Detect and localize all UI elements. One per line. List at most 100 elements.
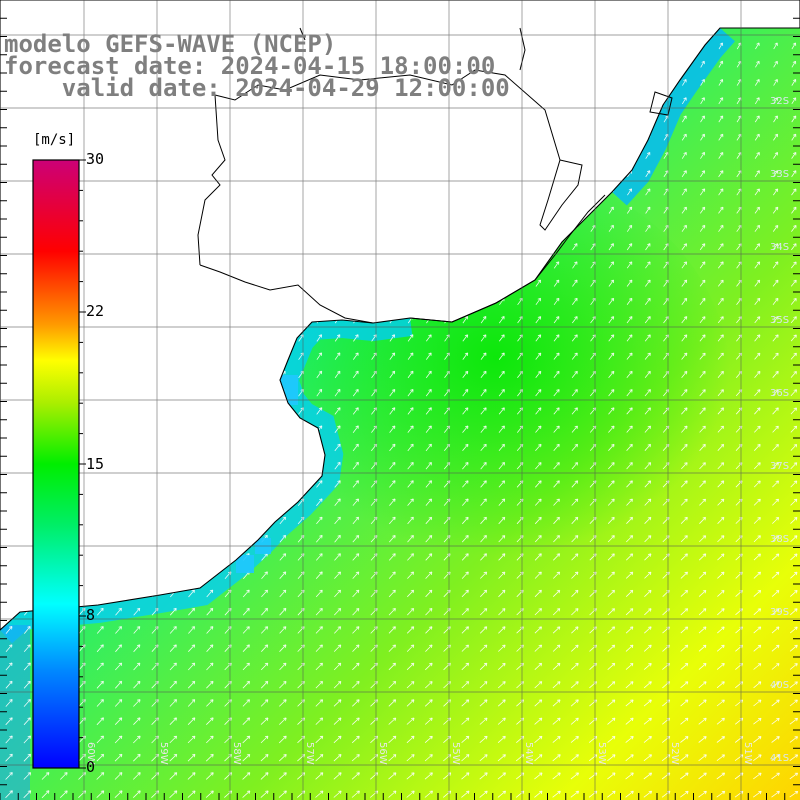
wind-arrow xyxy=(570,717,579,725)
wind-arrow xyxy=(717,590,725,597)
wind-arrow xyxy=(425,553,433,561)
wind-arrow xyxy=(570,736,579,743)
wind-arrow xyxy=(497,772,506,780)
wind-arrow xyxy=(790,553,798,561)
wind-arrow xyxy=(351,772,360,780)
wind-arrow xyxy=(553,498,560,506)
wind-arrow xyxy=(681,279,688,287)
wind-arrow xyxy=(534,571,542,579)
wind-arrow xyxy=(607,498,615,506)
wind-arrow xyxy=(571,297,578,306)
colorbar-tick-label: 30 xyxy=(86,150,105,168)
wind-arrow xyxy=(734,772,744,780)
wind-arrow xyxy=(753,590,762,597)
wind-arrow xyxy=(260,790,269,798)
wind-arrow xyxy=(461,535,469,543)
wind-arrow xyxy=(388,553,396,561)
wind-arrow xyxy=(625,644,634,652)
wind-arrow xyxy=(608,407,615,415)
wind-arrow xyxy=(680,772,689,780)
wind-arrow xyxy=(479,608,488,616)
wind-arrow xyxy=(699,516,706,524)
wind-arrow xyxy=(570,790,580,798)
wind-arrow xyxy=(718,42,724,50)
wind-arrow xyxy=(644,279,651,287)
wind-arrow xyxy=(643,699,652,707)
wind-arrow xyxy=(644,425,651,433)
wind-arrow xyxy=(681,370,688,378)
wind-arrow xyxy=(497,681,506,689)
wind-arrow xyxy=(791,133,797,141)
wind-arrow xyxy=(479,772,488,780)
wind-arrow xyxy=(279,607,287,616)
wind-arrow xyxy=(497,699,506,707)
wind-arrow xyxy=(535,352,542,360)
wind-arrow xyxy=(187,790,196,798)
wind-arrow xyxy=(571,316,578,324)
wind-arrow xyxy=(169,699,177,707)
wind-arrow xyxy=(461,589,469,598)
wind-arrow xyxy=(389,389,396,397)
wind-arrow xyxy=(133,717,141,725)
wind-arrow xyxy=(206,607,214,616)
wind-arrow xyxy=(498,334,505,342)
wind-arrow xyxy=(59,790,68,798)
wind-arrow xyxy=(790,425,798,433)
wind-arrow xyxy=(771,681,780,689)
wind-arrow xyxy=(279,699,287,707)
wind-arrow xyxy=(699,407,706,415)
wind-arrow xyxy=(388,571,396,579)
wind-arrow xyxy=(498,589,506,598)
wind-arrow xyxy=(553,462,560,470)
wind-arrow xyxy=(753,480,761,488)
wind-arrow xyxy=(534,790,543,798)
wind-arrow xyxy=(681,243,687,251)
wind-arrow xyxy=(607,644,616,652)
wind-arrow xyxy=(718,60,724,68)
wind-arrow xyxy=(535,389,542,397)
wind-arrow xyxy=(316,352,322,360)
wind-arrow xyxy=(607,681,616,689)
wind-arrow xyxy=(498,535,506,543)
wind-arrow xyxy=(773,97,778,105)
wind-arrow xyxy=(553,261,560,269)
wind-arrow xyxy=(588,772,598,780)
wind-arrow xyxy=(771,626,780,634)
wind-arrow xyxy=(753,517,761,524)
wind-arrow xyxy=(552,717,561,725)
wind-arrow xyxy=(698,608,707,616)
wind-arrow xyxy=(388,626,396,634)
wind-arrow xyxy=(717,407,724,415)
wind-arrow xyxy=(789,772,799,780)
wind-arrow xyxy=(717,370,724,378)
wind-arrow xyxy=(790,334,797,342)
wind-arrow xyxy=(315,534,323,543)
wind-arrow xyxy=(497,735,506,744)
wind-arrow xyxy=(278,790,287,798)
wind-arrow xyxy=(643,754,652,762)
wind-arrow xyxy=(790,535,798,543)
wind-arrow xyxy=(607,790,616,798)
wind-arrow xyxy=(717,498,725,506)
wind-arrow xyxy=(607,736,616,743)
wind-arrow xyxy=(96,772,105,780)
longitude-label: 55W xyxy=(450,742,461,765)
wind-arrow xyxy=(242,754,251,762)
wind-arrow xyxy=(572,261,578,269)
wind-arrow xyxy=(388,608,396,616)
wind-arrow xyxy=(790,261,797,269)
wind-arrow xyxy=(553,516,560,525)
wind-arrow xyxy=(772,462,779,470)
wind-arrow xyxy=(771,717,780,725)
wind-arrow xyxy=(571,535,579,543)
wind-arrow xyxy=(114,753,123,762)
wind-arrow xyxy=(716,644,725,652)
wind-arrow xyxy=(388,535,396,543)
wind-arrow xyxy=(644,480,652,488)
wind-arrow xyxy=(772,352,779,360)
wind-arrow xyxy=(680,480,688,488)
wind-arrow xyxy=(755,60,760,68)
wind-arrow xyxy=(389,352,396,360)
wind-arrow xyxy=(644,407,651,415)
wind-arrow xyxy=(534,535,542,543)
